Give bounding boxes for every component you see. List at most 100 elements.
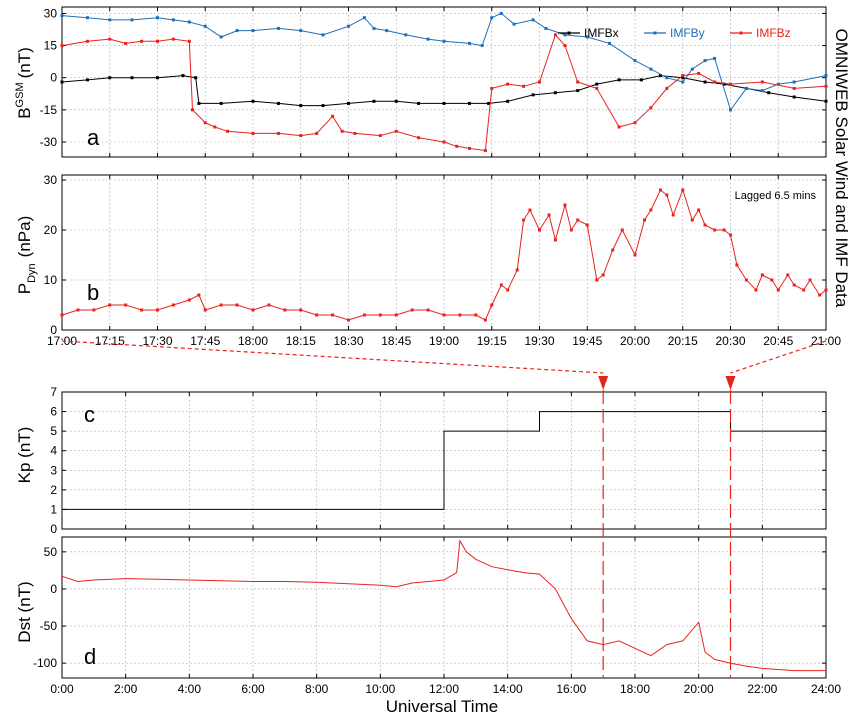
panel-b-point-0: [474, 313, 478, 317]
panel-a-point-IMFBz: [792, 86, 796, 90]
panel-b-ytick-label: 0: [50, 323, 57, 337]
connector-arrow-right: [725, 376, 736, 390]
panel-a-point-IMFBz: [490, 86, 494, 90]
panel-d-xtick-label: 18:00: [620, 682, 650, 696]
panel-a-point-IMFBz: [85, 39, 89, 43]
panel-a-point-IMFBy: [219, 35, 223, 39]
panel-a-point-IMFBy: [531, 18, 535, 22]
panel-b-point-0: [770, 278, 774, 282]
panel-a-point-IMFBy: [729, 108, 732, 112]
panel-d-xtick-label: 0:00: [50, 682, 74, 696]
panel-b-point-0: [528, 208, 532, 212]
panel-b-point-0: [410, 308, 414, 312]
panel-a-point-IMFBy: [385, 29, 389, 33]
panel-a-point-IMFBz: [665, 86, 669, 90]
legend: IMFBx IMFBy IMFBz: [558, 26, 791, 40]
panel-a-point-IMFBx: [792, 95, 796, 99]
panel-a-point-IMFBy: [372, 26, 376, 30]
panel-b-point-0: [156, 308, 159, 312]
panel-b-point-0: [802, 288, 806, 292]
panel-b-ylabel-sub: Dyn: [26, 263, 38, 283]
panel-a-point-IMFBx: [531, 93, 535, 97]
panel-d-xtick-label: 20:00: [684, 682, 714, 696]
panel-a-point-IMFBx: [639, 78, 643, 82]
panel-a-point-IMFBz: [251, 131, 255, 135]
panel-b-point-0: [818, 293, 822, 297]
panel-a-point-IMFBz: [276, 131, 280, 135]
panel-b-point-0: [585, 223, 589, 227]
panel-a-point-IMFBx: [658, 74, 662, 78]
panel-b-point-0: [235, 303, 239, 307]
panel-b-point-0: [681, 188, 685, 192]
panel-a-point-IMFBy: [362, 16, 366, 20]
panel-b-xtick-label: 20:30: [715, 334, 745, 348]
panel-a-point-IMFBz: [633, 121, 637, 125]
panel-a-point-IMFBz: [378, 134, 382, 138]
panel-a-point-IMFBx: [197, 101, 201, 105]
panel-a-point-IMFBx: [506, 99, 510, 103]
panel-b-point-0: [267, 303, 271, 307]
panel-a-point-IMFBx: [130, 76, 134, 80]
panel-a-point-IMFBy: [649, 67, 653, 71]
panel-c-ytick-label: 0: [50, 522, 57, 536]
legend-marker-IMFBz: [739, 31, 743, 35]
panel-c-ytick-label: 5: [50, 424, 57, 438]
panel-a-point-IMFBx: [722, 82, 726, 86]
panel-c-ytick-label: 7: [50, 385, 57, 399]
panel-a-point-IMFBx: [156, 76, 159, 80]
panel-a-point-IMFBy: [512, 22, 516, 26]
panel-a-point-IMFBx: [219, 101, 223, 105]
panel-a-point-IMFBx: [767, 91, 771, 95]
panel-c-ytick-label: 2: [50, 483, 57, 497]
panel-b-point-0: [515, 268, 519, 272]
panel-a-point-IMFBy: [171, 18, 175, 22]
panel-b-point-0: [576, 218, 580, 222]
panel-c-ytick-label: 6: [50, 405, 57, 419]
panel-b-point-0: [315, 313, 319, 317]
panel-a-point-IMFBz: [697, 71, 701, 75]
panel-b-point-0: [76, 308, 80, 312]
panel-letter-c: c: [84, 402, 95, 427]
panel-a-ylabel-unit: (nT): [15, 47, 34, 78]
panel-a-point-IMFBy: [744, 86, 748, 90]
panel-a-point-IMFBx: [394, 99, 398, 103]
panel-b-xtick-label: 20:00: [620, 334, 650, 348]
panel-a-point-IMFBx: [487, 101, 491, 105]
panel-b-point-0: [547, 213, 551, 217]
panel-a-point-IMFBz: [538, 80, 541, 84]
panel-b-point-0: [490, 303, 494, 307]
panel-a-point-IMFBz: [713, 80, 717, 84]
panel-a-point-IMFBy: [404, 33, 408, 37]
panel-a-point-IMFBy: [681, 80, 685, 84]
panel-b-xtick-label: 19:15: [477, 334, 507, 348]
panel-b-xtick-label: 20:45: [763, 334, 793, 348]
panel-a-point-IMFBz: [331, 114, 335, 118]
panel-a-ytick-label: 0: [50, 71, 57, 85]
panel-b-xtick-label: 21:00: [811, 334, 841, 348]
panel-b-point-0: [442, 313, 446, 317]
panel-a-point-IMFBz: [681, 74, 685, 78]
panel-a-point-IMFBz: [315, 131, 319, 135]
panel-a-point-IMFBy: [235, 29, 239, 33]
panel-b-xtick-label: 17:45: [190, 334, 220, 348]
panel-a-point-IMFBz: [595, 86, 599, 90]
panel-a-point-IMFBz: [649, 106, 653, 110]
panel-a-point-IMFBy: [499, 11, 503, 15]
panel-a-point-IMFBx: [85, 78, 89, 82]
panel-a-point-IMFBz: [226, 129, 230, 133]
panel-a-point-IMFBy: [426, 37, 430, 41]
panel-a-point-IMFBx: [276, 101, 280, 105]
panel-a-point-IMFBy: [563, 33, 567, 37]
panel-a-point-IMFBz: [824, 84, 828, 88]
panel-a-point-IMFBy: [347, 24, 350, 28]
panel-a-point-IMFBy: [480, 44, 484, 48]
panel-b-ytick-label: 10: [44, 273, 58, 287]
xlabel-bottom: Universal Time: [386, 697, 498, 716]
panel-b-point-0: [713, 228, 717, 232]
panel-d-ytick-label: -100: [33, 656, 57, 670]
panel-b-point-0: [569, 228, 573, 232]
panel-a-point-IMFBx: [181, 74, 185, 78]
panel-a-series-line-IMFBy: [61, 12, 827, 111]
panel-b-point-0: [643, 218, 647, 222]
panel-a-point-IMFBy: [585, 35, 589, 39]
